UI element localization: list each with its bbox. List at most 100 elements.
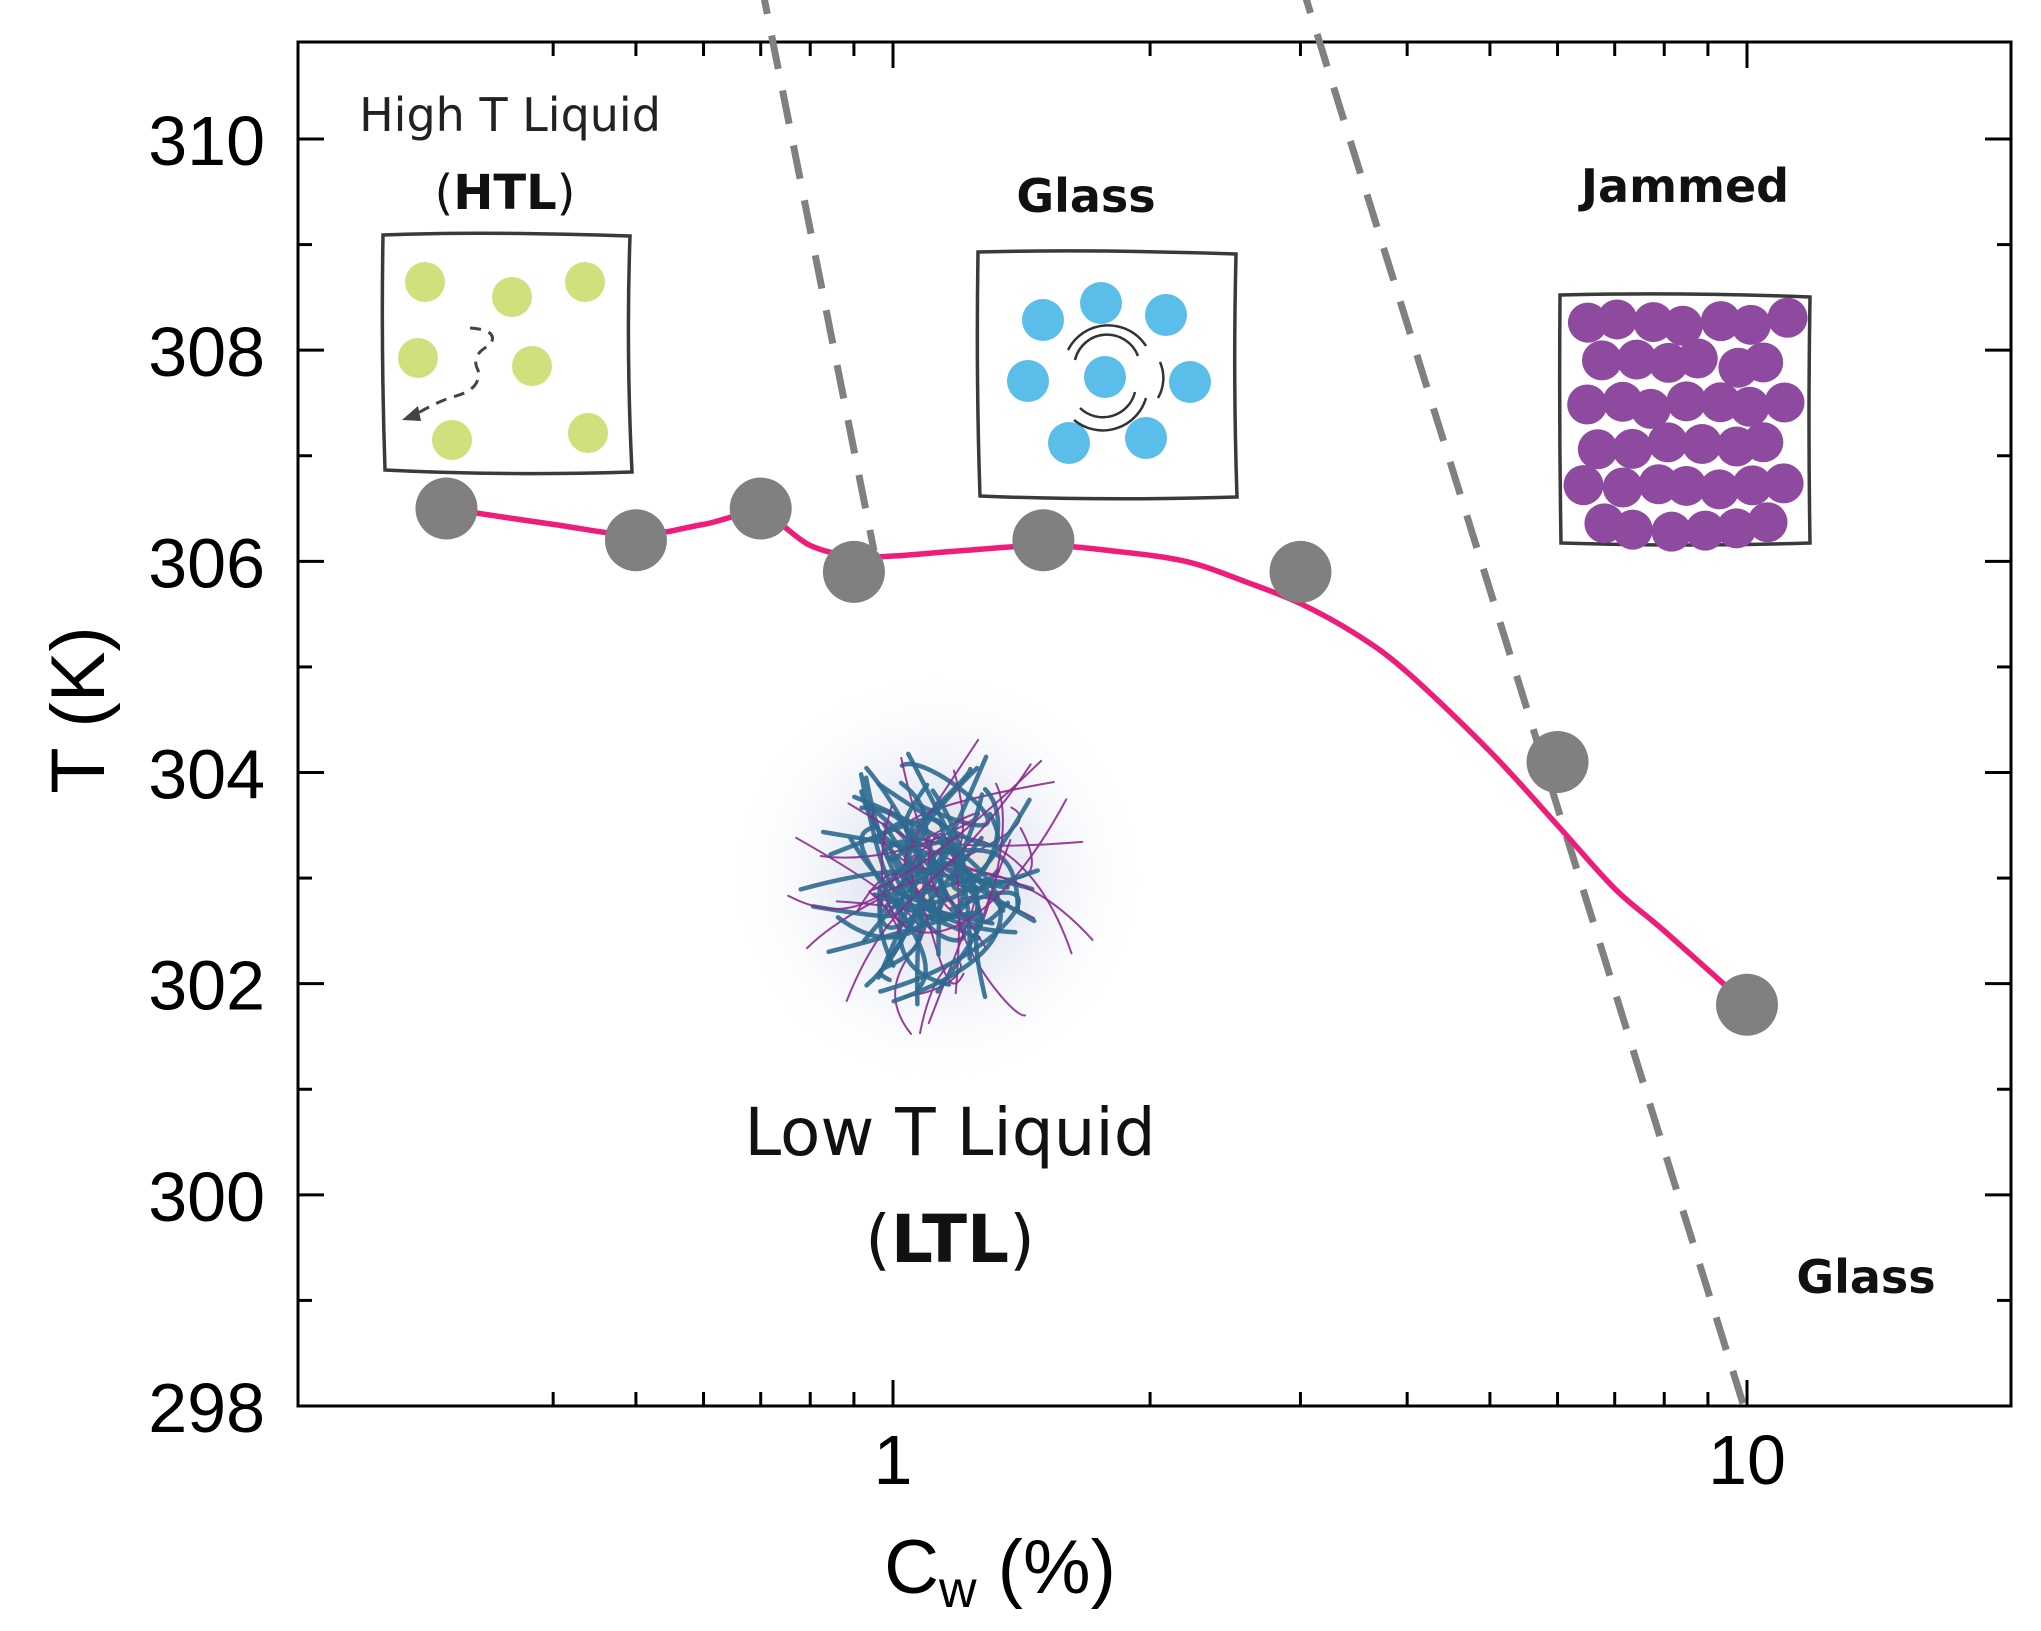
glass-particle (1084, 356, 1126, 398)
jammed-particle (1581, 340, 1622, 381)
jammed-particle (1682, 424, 1723, 465)
glass-top-label: Glass (1016, 169, 1155, 223)
y-tick-label: 302 (148, 947, 265, 1025)
jammed-particle (1567, 302, 1608, 343)
jammed-label: Jammed (1578, 159, 1789, 213)
htl-title-label: High T Liquid (359, 88, 661, 142)
jammed-inset (1557, 292, 1812, 552)
jammed-particle (1666, 381, 1707, 422)
polymer-strand (828, 816, 946, 957)
jammed-particle (1730, 304, 1771, 345)
dashed-phase-boundary (760, 0, 878, 552)
ltl-title-label: Low T Liquid (744, 1094, 1155, 1171)
dashed-phase-boundary (1302, 0, 1751, 1418)
jammed-particle (1563, 465, 1604, 506)
glass-particle (1125, 417, 1167, 459)
glass-particle (1169, 361, 1211, 403)
jammed-particle (1732, 465, 1773, 506)
polymer-strand (787, 881, 988, 950)
glass-particle (1080, 282, 1122, 324)
x-axis-title-rest: (%) (977, 1525, 1116, 1610)
jammed-particle (1666, 465, 1707, 506)
htl-abbr-label: (HTL) (435, 165, 576, 221)
htl-particle (432, 420, 472, 460)
jammed-particle (1651, 511, 1692, 552)
htl-particle (405, 262, 445, 302)
polymer-strand (826, 910, 985, 994)
data-point (1012, 509, 1075, 572)
data-point (1269, 540, 1332, 603)
jammed-particle (1647, 422, 1688, 463)
glass-particle (1145, 294, 1187, 336)
y-tick-label: 308 (148, 313, 265, 391)
y-tick-label: 306 (148, 524, 265, 602)
jammed-particle (1677, 338, 1718, 379)
polymer-strand (950, 792, 1040, 893)
y-tick-label: 298 (148, 1369, 265, 1447)
htl-inset (380, 231, 634, 476)
polymer-strand (957, 895, 1035, 1017)
phase-insets (380, 231, 1812, 1093)
jammed-particle (1700, 301, 1741, 342)
jammed-particle (1685, 510, 1726, 551)
glass-particle (1022, 299, 1064, 341)
jammed-particle (1612, 428, 1653, 469)
polymer-strand (835, 900, 937, 958)
phase-boundaries (760, 0, 1751, 1418)
jammed-particle (1763, 463, 1804, 504)
jammed-particle (1567, 384, 1608, 425)
data-point (1716, 973, 1778, 1036)
data-points (415, 477, 1778, 1036)
jammed-particle (1743, 342, 1784, 383)
axes: 298 300 302 304 306 308 310 1 10 (148, 40, 2013, 1499)
jammed-particle (1612, 509, 1653, 550)
polymer-strand (906, 751, 988, 1000)
jammed-particle (1716, 508, 1757, 549)
ltl-abbr: LTL (891, 1201, 1009, 1278)
jammed-particle (1729, 386, 1770, 427)
htl-particle (492, 277, 532, 317)
polymer-strand (820, 829, 923, 968)
polymer-strand (880, 798, 1068, 934)
x-axis-title-main: C (884, 1525, 939, 1610)
arrow-head-icon (402, 406, 421, 421)
y-axis-title: T (K) (36, 626, 121, 793)
polymer-strand (845, 763, 1032, 1002)
x-axis-title-sub: w (938, 1561, 977, 1619)
x-tick-label: 10 (1708, 1421, 1786, 1499)
glass-particle (1007, 360, 1049, 402)
x-tick-label: 1 (874, 1421, 913, 1499)
glass-inset (975, 249, 1239, 501)
y-tick-label: 304 (148, 736, 265, 814)
jammed-particles (1563, 297, 1808, 552)
jammed-particle (1767, 297, 1808, 338)
htl-particles (398, 262, 608, 460)
polymer-strand (859, 824, 928, 992)
jammed-particle (1747, 502, 1788, 543)
glass-bottom-label: Glass (1796, 1250, 1935, 1304)
jammed-particle (1577, 429, 1618, 470)
polymer-strand (861, 862, 1010, 944)
polymer-strand (868, 759, 1043, 934)
jammed-particle (1699, 469, 1740, 510)
ltl-abbr-label: (LTL) (865, 1201, 1035, 1278)
jammed-particle (1662, 305, 1703, 346)
polymer-strand (855, 873, 965, 985)
jammed-particle (1630, 388, 1671, 429)
glass-particle (1048, 422, 1090, 464)
polymer-strand (889, 788, 967, 920)
jammed-particle (1764, 382, 1805, 423)
data-point (415, 477, 478, 540)
data-point (1526, 730, 1589, 793)
htl-particle (568, 413, 608, 453)
data-point (729, 477, 792, 540)
jammed-particle (1743, 422, 1784, 463)
jammed-particle (1597, 299, 1638, 340)
htl-particle (398, 338, 438, 378)
fit-curve (443, 505, 1750, 1008)
jammed-particle (1633, 302, 1674, 343)
data-point (822, 540, 885, 603)
htl-abbr: HTL (453, 165, 557, 221)
glass-particles (1007, 282, 1211, 464)
